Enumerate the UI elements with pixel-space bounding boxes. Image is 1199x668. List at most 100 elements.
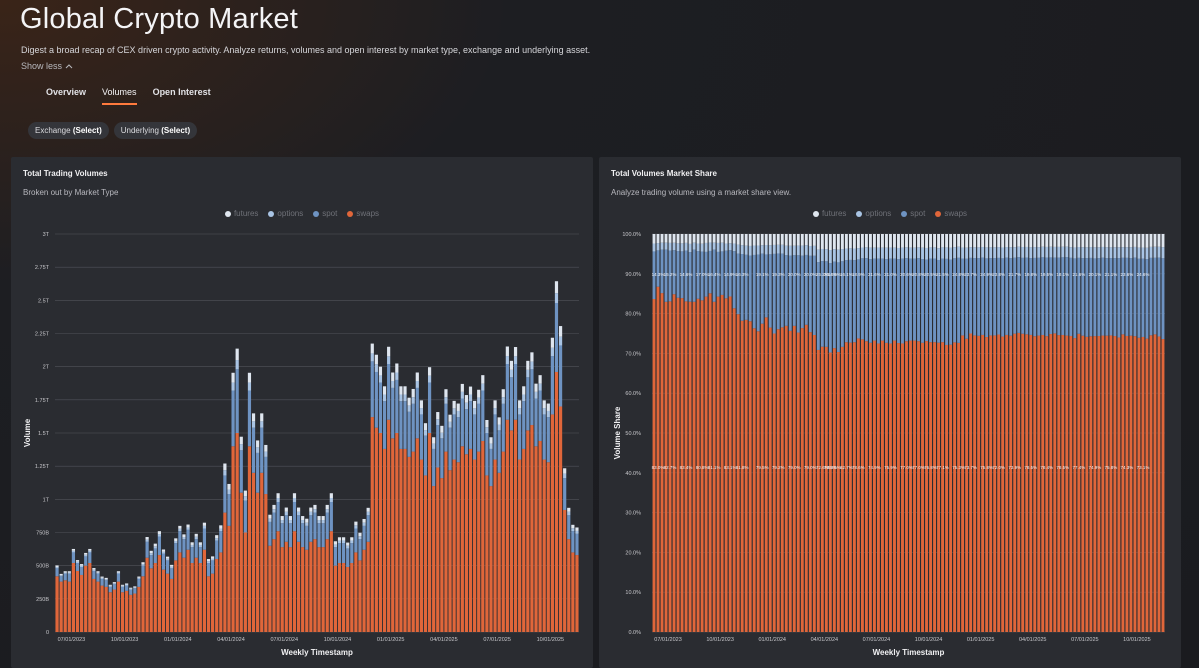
legend-spot[interactable]: spot bbox=[313, 209, 337, 218]
legend-swaps[interactable]: swaps bbox=[347, 209, 379, 218]
spot-share-label: 21.5% bbox=[936, 272, 949, 277]
bar-spot bbox=[337, 543, 342, 564]
bar-spot-share bbox=[804, 254, 808, 325]
bar-options bbox=[288, 520, 292, 524]
bar-swaps bbox=[460, 446, 464, 632]
legend-futures[interactable]: futures bbox=[812, 209, 846, 218]
bar-swaps bbox=[153, 563, 157, 632]
bar-swaps bbox=[571, 552, 575, 632]
bar-options-share bbox=[668, 242, 672, 251]
bar-options bbox=[215, 538, 219, 541]
bar-options-share bbox=[1021, 247, 1025, 258]
bar-futures-share bbox=[872, 234, 876, 248]
bar-futures-share bbox=[1109, 234, 1113, 248]
bar-spot bbox=[202, 528, 207, 550]
bar-futures-share bbox=[760, 234, 764, 246]
bar-options bbox=[231, 382, 235, 391]
bar-futures-share bbox=[712, 234, 716, 243]
bar-futures-share bbox=[1053, 234, 1057, 247]
bar-swaps bbox=[280, 547, 284, 632]
legend-spot[interactable]: spot bbox=[901, 209, 925, 218]
legend-options[interactable]: options bbox=[268, 209, 303, 218]
bar-futures bbox=[194, 533, 198, 537]
legend-options[interactable]: options bbox=[856, 209, 891, 218]
bar-futures-share bbox=[1081, 234, 1085, 248]
bar-futures-share bbox=[796, 234, 800, 246]
bar-spot-share bbox=[961, 258, 965, 336]
bar-spot bbox=[366, 515, 370, 542]
bar-futures-share bbox=[937, 234, 941, 249]
bar-swaps bbox=[546, 462, 550, 632]
bar-spot bbox=[526, 377, 530, 431]
bar-spot-share bbox=[772, 253, 776, 334]
bar-swaps-share bbox=[997, 334, 1001, 632]
show-less-label: Show less bbox=[21, 61, 63, 71]
spot-share-label: 21.6% bbox=[1072, 272, 1085, 277]
bar-spot-share bbox=[885, 259, 888, 343]
x-axis-title: Weekly Timestamp bbox=[873, 648, 945, 657]
tab-overview[interactable]: Overview bbox=[46, 87, 87, 97]
bar-spot bbox=[346, 548, 350, 567]
bar-futures-share bbox=[1121, 234, 1125, 248]
bar-options-share bbox=[1089, 247, 1093, 258]
bar-options bbox=[542, 408, 546, 415]
exchange-filter[interactable]: Exchange (Select) bbox=[28, 122, 109, 139]
bar-swaps-share bbox=[1029, 334, 1033, 632]
y-tick-label: 500B bbox=[36, 564, 49, 570]
underlying-filter[interactable]: Underlying (Select) bbox=[113, 122, 198, 139]
bar-swaps bbox=[448, 470, 452, 632]
bar-spot-share bbox=[1129, 258, 1133, 336]
legend-futures-label: futures bbox=[233, 209, 259, 218]
bar-options bbox=[395, 372, 399, 380]
bar-futures bbox=[223, 463, 227, 471]
bar-spot-share bbox=[852, 260, 856, 343]
bar-futures bbox=[92, 568, 96, 570]
bar-spot-share bbox=[1025, 257, 1029, 335]
bar-spot-share bbox=[1141, 258, 1145, 337]
legend-swaps[interactable]: swaps bbox=[935, 209, 967, 218]
spot-share-label: 24.6% bbox=[1137, 272, 1150, 277]
bar-options-share bbox=[989, 247, 993, 259]
bar-options bbox=[513, 356, 518, 365]
bar-futures bbox=[419, 400, 423, 409]
bar-swaps-share bbox=[937, 342, 941, 632]
bar-spot-share bbox=[760, 253, 764, 324]
total-trading-volumes-panel: Total Trading Volumes Broken out by Mark… bbox=[11, 157, 593, 668]
bar-futures-share bbox=[868, 234, 872, 248]
bar-swaps-share bbox=[893, 340, 896, 632]
bar-futures-share bbox=[1021, 234, 1025, 248]
bar-swaps bbox=[206, 576, 211, 632]
x-tick-label: 07/01/2024 bbox=[863, 637, 891, 643]
bar-futures bbox=[129, 587, 133, 589]
bar-options-share bbox=[1141, 247, 1145, 259]
bar-spot-share bbox=[1089, 257, 1093, 337]
bar-spot bbox=[358, 539, 362, 561]
spot-share-label: 14.9% bbox=[828, 272, 841, 277]
bar-swaps-share bbox=[700, 300, 704, 632]
bar-options-share bbox=[688, 243, 692, 253]
bar-options bbox=[489, 443, 493, 449]
tab-volumes[interactable]: Volumes bbox=[102, 84, 137, 105]
swaps-share-label: 83.0% bbox=[652, 465, 665, 470]
bar-futures bbox=[346, 542, 350, 546]
bar-swaps bbox=[321, 547, 325, 632]
bar-swaps bbox=[108, 592, 112, 632]
bar-swaps bbox=[116, 581, 121, 632]
bar-swaps bbox=[407, 456, 411, 632]
bar-swaps-share bbox=[973, 335, 977, 632]
bar-options-share bbox=[724, 243, 728, 251]
bar-swaps-share bbox=[1153, 334, 1157, 632]
bar-futures-share bbox=[664, 234, 668, 243]
bar-swaps bbox=[538, 440, 542, 632]
bar-spot bbox=[571, 531, 575, 553]
bar-options-share bbox=[656, 243, 660, 251]
bar-options bbox=[116, 572, 121, 574]
bar-spot bbox=[436, 425, 440, 468]
bar-options-share bbox=[712, 242, 716, 250]
swaps-share-label: 78.5% bbox=[1056, 465, 1069, 470]
show-less-toggle[interactable]: Show less bbox=[21, 61, 73, 71]
legend-futures[interactable]: futures bbox=[224, 209, 259, 218]
tab-open-interest[interactable]: Open Interest bbox=[152, 87, 211, 97]
x-tick-label: 04/01/2024 bbox=[217, 637, 245, 643]
bar-options bbox=[354, 525, 358, 529]
